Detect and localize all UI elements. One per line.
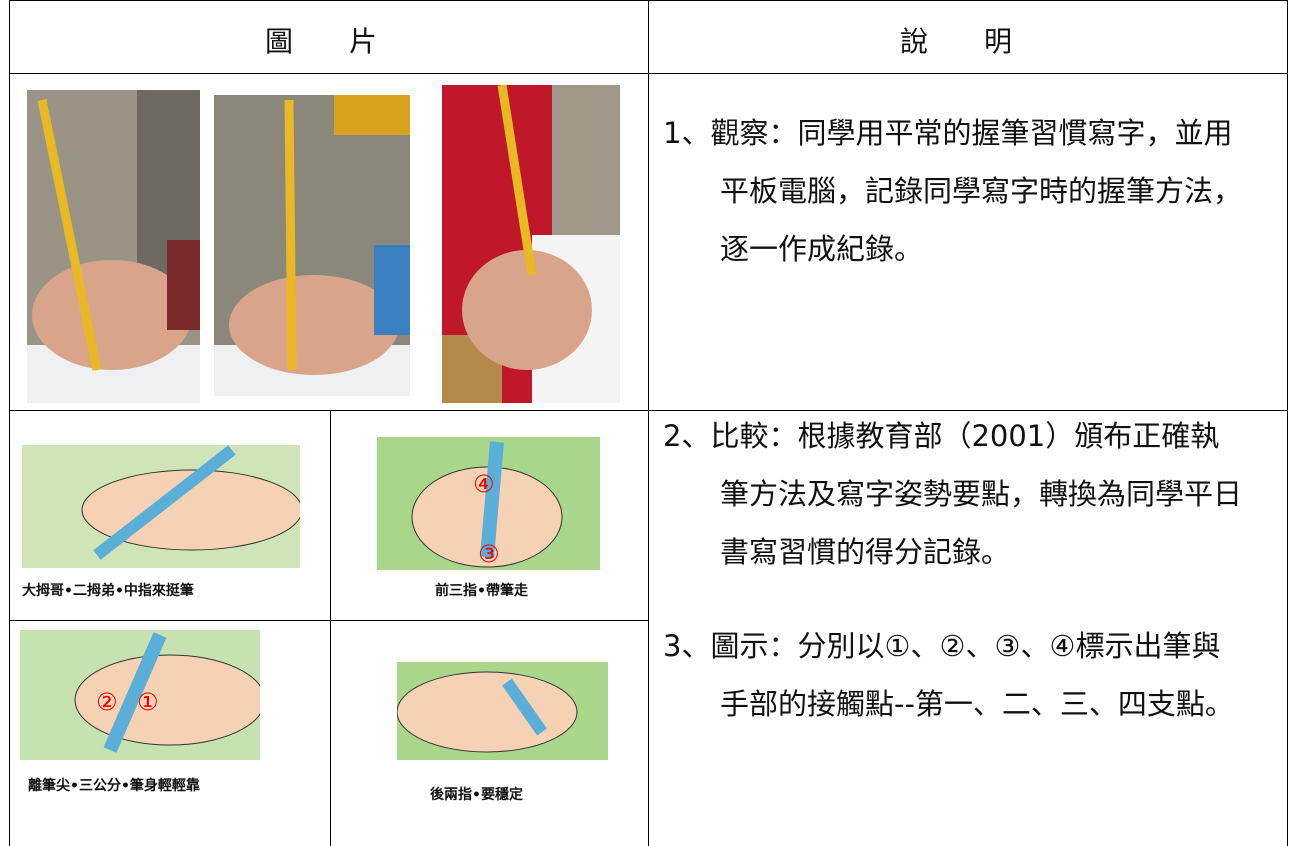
illustration (397, 662, 608, 760)
note-line: 2、比較：根據教育部（2001）頒布正確執 (663, 419, 1220, 453)
note-line: 逐一作成紀錄。 (720, 232, 924, 266)
caption: 大拇哥•二拇弟•中指來挺筆 (22, 583, 194, 599)
illustration (22, 445, 300, 568)
header: 說 明 (900, 25, 1013, 58)
photo (27, 90, 200, 403)
marker: ④ (473, 470, 495, 498)
note: 2、比較：根據教育部（2001）頒布正確執筆方法及寫字姿勢要點，轉換為同學平日書… (663, 407, 1242, 581)
caption: 後兩指•要穩定 (430, 787, 523, 803)
photo (442, 85, 620, 403)
marker: ② (96, 688, 118, 716)
caption: 離筆尖•三公分•筆身輕輕靠 (28, 778, 200, 794)
marker: ① (137, 688, 159, 716)
rule (330, 410, 331, 846)
note-line: 手部的接觸點--第一、二、三、四支點。 (720, 687, 1234, 721)
photo (214, 95, 410, 396)
note: 1、觀察：同學用平常的握筆習慣寫字，並用平板電腦，記錄同學寫字時的握筆方法， 逐一… (663, 104, 1242, 278)
caption: 前三指•帶筆走 (435, 583, 528, 599)
rule (648, 0, 649, 846)
note-line: 書寫習慣的得分記錄。 (720, 535, 1011, 569)
rule (1287, 0, 1288, 846)
note: 3、圖示：分別以①、②、③、④標示出筆與手部的接觸點--第一、二、三、四支點。 (663, 617, 1234, 733)
note-line: 3、圖示：分別以①、②、③、④標示出筆與 (663, 629, 1221, 663)
note-line: 1、觀察：同學用平常的握筆習慣寫字，並用 (663, 116, 1233, 150)
note-line: 筆方法及寫字姿勢要點，轉換為同學平日 (720, 477, 1243, 511)
note-line: 平板電腦，記錄同學寫字時的握筆方法， (720, 174, 1243, 208)
rule (9, 620, 648, 621)
illustration (20, 630, 260, 760)
illustration (377, 437, 600, 570)
rule (9, 0, 10, 846)
header: 圖 片 (265, 25, 378, 58)
marker: ③ (478, 540, 500, 568)
